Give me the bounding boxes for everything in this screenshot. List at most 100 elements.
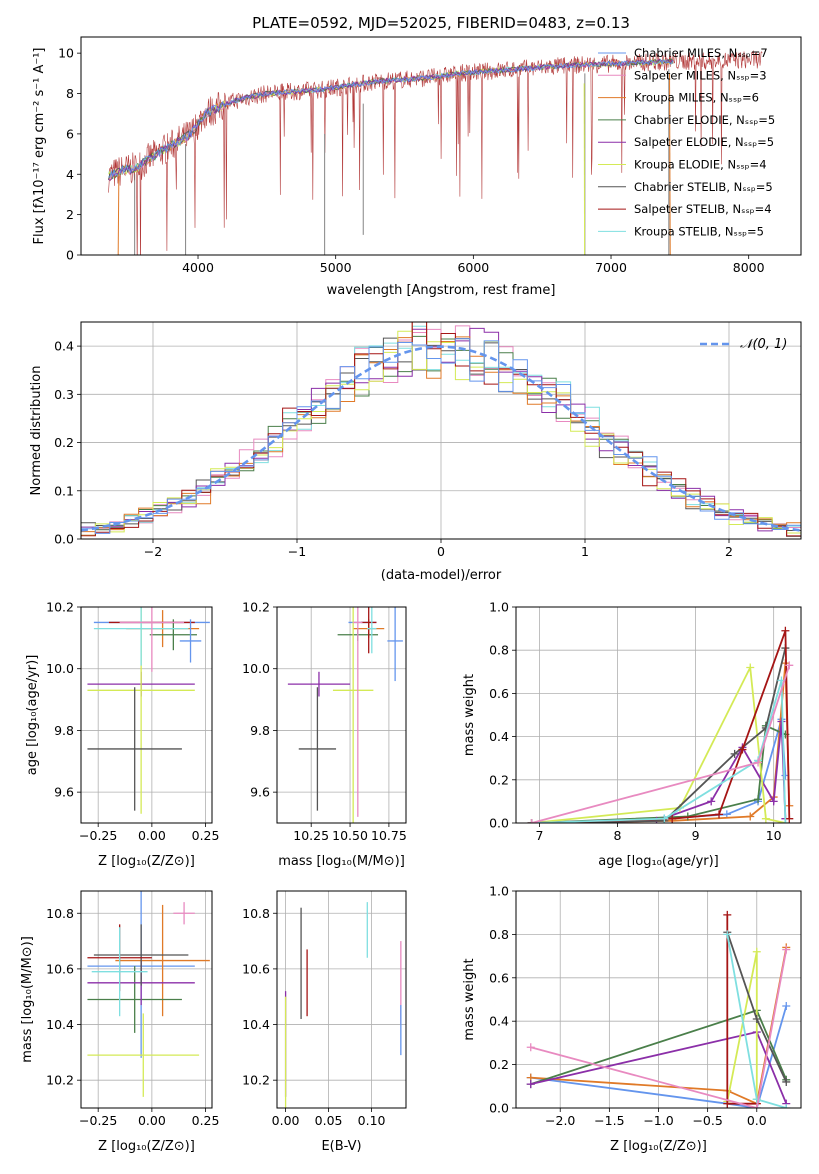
x-tick-label: 7 xyxy=(535,828,543,843)
weight-series-marker xyxy=(782,1002,790,1010)
x-tick-label: 0.00 xyxy=(272,1113,300,1128)
legend-entry: Kroupa MILES, Nₛₛₚ=6 xyxy=(634,91,759,105)
y-axis-label: Flux [fλ10⁻¹⁷ erg cm⁻² s⁻¹ A⁻¹] xyxy=(32,48,47,245)
x-tick-label: −1.0 xyxy=(643,1113,673,1128)
weight-age-panel-plot xyxy=(528,627,794,827)
weight-series-marker xyxy=(723,911,731,919)
x-tick-label: 6000 xyxy=(457,260,489,275)
x-tick-label: 1 xyxy=(581,544,589,559)
y-tick-label: 0.8 xyxy=(489,927,509,942)
weight-series-line xyxy=(532,665,790,823)
weight-series-marker xyxy=(707,797,715,805)
x-tick-label: 10 xyxy=(766,828,782,843)
y-tick-label: 0.0 xyxy=(54,532,74,547)
weight-series-marker xyxy=(746,663,754,671)
y-tick-label: 8 xyxy=(66,86,74,101)
x-tick-label: 0.0 xyxy=(747,1113,767,1128)
y-tick-label: 0.0 xyxy=(489,1101,509,1116)
y-axis-label: mass [log₁₀(M/M⊙)] xyxy=(20,936,35,1063)
legend-entry: Kroupa STELIB, Nₛₛₚ=5 xyxy=(634,224,764,238)
x-tick-label: 9 xyxy=(692,828,700,843)
x-tick-label: 8 xyxy=(614,828,622,843)
y-tick-label: 10.2 xyxy=(242,1073,270,1088)
x-tick-label: 0 xyxy=(437,544,445,559)
x-tick-label: −2.0 xyxy=(545,1113,575,1128)
x-axis-label: Z [log₁₀(Z/Z⊙)] xyxy=(98,1139,195,1154)
y-tick-label: 1.0 xyxy=(489,600,509,615)
x-tick-label: 7000 xyxy=(595,260,627,275)
y-axis-label: mass weight xyxy=(462,674,477,756)
errorbar-point xyxy=(180,619,201,662)
y-tick-label: 10.8 xyxy=(242,906,270,921)
errorbar-point xyxy=(87,567,194,814)
x-tick-label: 0.10 xyxy=(358,1113,386,1128)
x-tick-label: 10.75 xyxy=(371,828,407,843)
y-tick-label: 2 xyxy=(66,207,74,222)
x-axis-label: (data-model)/error xyxy=(381,568,502,583)
errorbar-point xyxy=(92,927,148,1016)
weight-series-marker xyxy=(762,815,770,823)
y-tick-label: 10.4 xyxy=(242,1017,270,1032)
errorbar-point xyxy=(333,558,373,823)
mass-z-panel-plot xyxy=(87,874,209,1097)
age-z-panel-plot xyxy=(87,567,209,814)
y-axis-label: Normed distribution xyxy=(29,366,44,496)
errorbar-point xyxy=(87,966,181,1033)
x-tick-label: 0.05 xyxy=(315,1113,343,1128)
y-tick-label: 0.3 xyxy=(54,387,74,402)
x-axis-label: Z [log₁₀(Z/Z⊙)] xyxy=(98,854,195,869)
errorbar-point xyxy=(94,592,188,666)
y-tick-label: 9.6 xyxy=(54,785,74,800)
spectrum-edge-miles xyxy=(118,174,119,255)
y-tick-label: 9.8 xyxy=(54,723,74,738)
x-tick-label: −1.5 xyxy=(594,1113,624,1128)
y-tick-label: 0.4 xyxy=(54,339,74,354)
y-tick-label: 0 xyxy=(66,248,74,263)
y-tick-label: 6 xyxy=(66,126,74,141)
y-tick-label: 0.6 xyxy=(489,686,509,701)
weight-series-line xyxy=(532,631,790,823)
x-axis-label: age [log₁₀(age/yr)] xyxy=(598,854,719,869)
weight-series-marker xyxy=(785,815,793,823)
x-tick-label: −0.5 xyxy=(692,1113,722,1128)
y-tick-label: 10 xyxy=(58,46,74,61)
x-tick-label: −2 xyxy=(144,544,162,559)
x-axis-label: Z [log₁₀(Z/Z⊙)] xyxy=(610,1139,707,1154)
x-tick-label: 4000 xyxy=(182,260,214,275)
errorbar-point xyxy=(353,428,362,817)
weight-series-line xyxy=(532,726,786,823)
errorbar-point xyxy=(87,1013,199,1096)
y-tick-label: 10.4 xyxy=(46,1017,74,1032)
errorbar-point xyxy=(173,902,194,924)
y-tick-label: 1.0 xyxy=(489,884,509,899)
x-tick-label: −0.25 xyxy=(79,1113,117,1128)
y-tick-label: 10.8 xyxy=(46,906,74,921)
weight-series-marker xyxy=(715,810,723,818)
age-mass-panel-frame xyxy=(277,607,406,823)
y-tick-label: 9.8 xyxy=(250,723,270,738)
y-axis-label: mass weight xyxy=(462,958,477,1040)
x-tick-label: 10.25 xyxy=(293,828,329,843)
y-tick-label: 10.2 xyxy=(46,600,74,615)
y-tick-label: 10.2 xyxy=(46,1073,74,1088)
errorbar-point xyxy=(120,573,184,672)
y-axis-label: age [log₁₀(age/yr)] xyxy=(25,655,40,776)
y-tick-label: 0.2 xyxy=(489,1057,509,1072)
x-tick-label: 0.25 xyxy=(192,1113,220,1128)
age-mass-panel-plot xyxy=(288,428,403,823)
weight-series-line xyxy=(532,668,786,824)
weight-series-line xyxy=(532,663,790,823)
x-axis-label: E(B-V) xyxy=(321,1139,361,1154)
y-tick-label: 0.2 xyxy=(54,435,74,450)
x-tick-label: 2 xyxy=(725,544,733,559)
